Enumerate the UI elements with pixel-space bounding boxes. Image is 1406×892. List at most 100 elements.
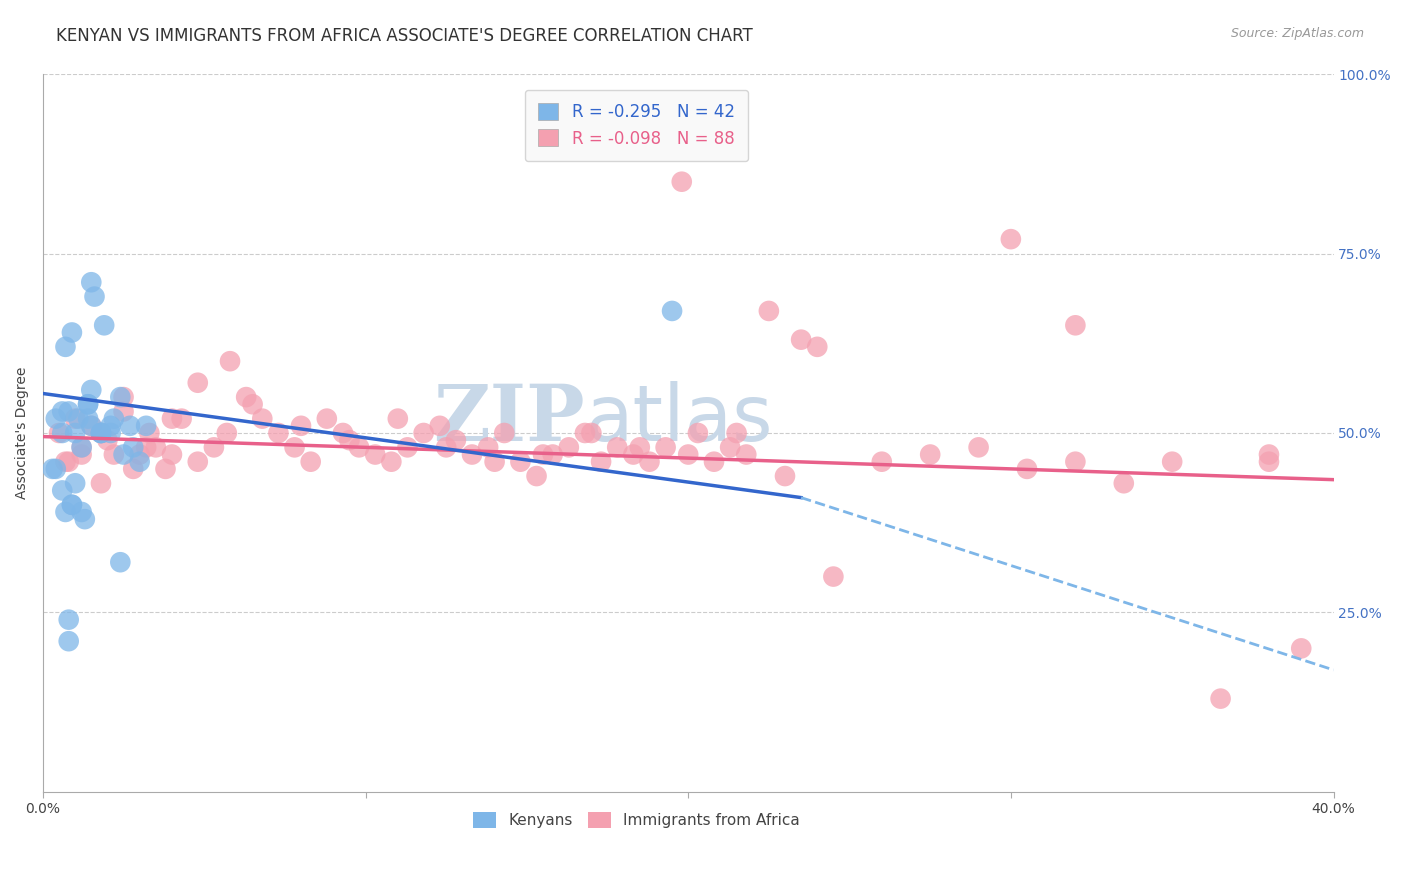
Point [63,476,86,491]
Point [581,425,603,440]
Point [128,448,150,462]
Point [790,333,813,347]
Point [160,448,183,462]
Point [110,555,132,569]
Text: Source: ZipAtlas.com: Source: ZipAtlas.com [1230,27,1364,40]
Point [90,476,112,491]
Point [235,390,257,404]
Point [1015,462,1038,476]
Point [58,455,80,469]
Point [654,441,676,455]
Point [160,411,183,425]
Point [703,455,725,469]
Point [412,425,434,440]
Point [58,404,80,418]
Point [122,462,145,476]
Point [90,425,112,440]
Point [80,418,103,433]
Point [73,512,96,526]
Point [671,175,693,189]
Point [112,404,135,418]
Point [60,326,83,340]
Point [267,425,290,440]
Point [103,411,125,425]
Point [118,418,141,433]
Point [574,425,596,440]
Point [686,425,709,440]
Point [725,425,748,440]
Point [758,304,780,318]
Point [509,455,531,469]
Point [90,425,112,440]
Point [58,613,80,627]
Point [103,448,125,462]
Point [823,569,845,583]
Point [315,411,337,425]
Point [628,441,651,455]
Point [48,425,70,440]
Point [347,441,370,455]
Point [110,390,132,404]
Point [80,418,103,433]
Point [83,289,105,303]
Point [96,433,118,447]
Point [170,411,193,425]
Point [55,455,77,469]
Point [55,505,77,519]
Point [1161,455,1184,469]
Point [387,411,409,425]
Y-axis label: Associate's Degree: Associate's Degree [15,367,30,500]
Point [444,433,467,447]
Point [80,275,103,289]
Point [90,425,112,440]
Point [1258,448,1281,462]
Point [135,441,157,455]
Point [284,441,307,455]
Point [339,433,361,447]
Point [920,448,942,462]
Point [1000,232,1022,246]
Point [242,397,264,411]
Point [735,448,758,462]
Point [70,441,93,455]
Point [1209,691,1232,706]
Point [718,441,741,455]
Point [591,455,613,469]
Point [1064,455,1087,469]
Point [290,418,312,433]
Point [967,441,990,455]
Point [215,425,238,440]
Point [55,340,77,354]
Point [70,441,93,455]
Point [773,469,796,483]
Point [51,425,73,440]
Point [638,455,661,469]
Point [558,441,581,455]
Point [70,505,93,519]
Point [541,448,564,462]
Point [41,462,63,476]
Point [380,455,402,469]
Point [364,448,387,462]
Point [112,390,135,404]
Text: atlas: atlas [585,381,772,457]
Point [60,498,83,512]
Point [870,455,893,469]
Point [145,441,167,455]
Point [477,441,499,455]
Point [63,411,86,425]
Point [155,462,177,476]
Point [138,425,160,440]
Point [676,448,699,462]
Point [461,448,484,462]
Point [1112,476,1135,491]
Point [45,462,67,476]
Point [484,455,506,469]
Point [80,383,103,397]
Point [219,354,242,368]
Point [396,441,419,455]
Point [202,441,225,455]
Point [77,411,100,425]
Point [93,318,115,333]
Point [429,418,451,433]
